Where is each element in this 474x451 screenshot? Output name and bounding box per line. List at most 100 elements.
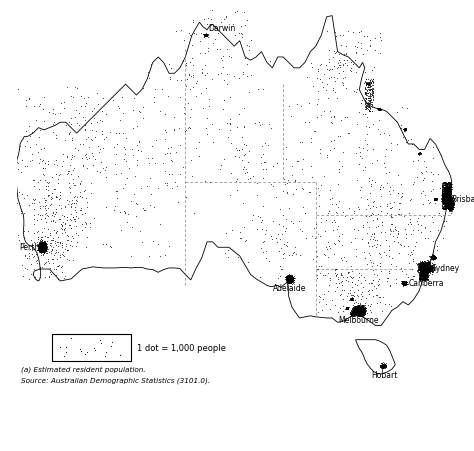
Point [37,243,45,250]
Point [419,265,427,272]
Point [285,276,292,284]
Point [423,275,431,282]
Point [441,195,449,202]
Point [38,244,46,251]
Point [38,241,46,249]
Point [420,262,428,269]
Point [428,253,436,260]
Point [355,309,363,317]
Point [421,269,429,276]
Point [418,262,426,270]
Point [447,199,454,207]
Point [423,263,431,271]
Point [344,305,351,312]
Point [440,197,448,204]
Point [425,260,432,267]
Point [352,306,359,313]
Point [442,195,450,202]
Point [424,263,431,271]
Point [425,262,433,269]
Point [447,200,455,207]
Point [424,262,431,270]
Point [39,247,47,254]
Point [230,73,237,80]
Point [424,266,431,273]
Point [445,193,452,200]
Point [422,273,430,280]
Point [363,80,371,87]
Point [418,264,426,271]
Point [419,270,427,277]
Point [421,265,429,272]
Point [446,201,454,208]
Point [422,262,430,270]
Point [354,309,362,316]
Point [420,262,428,270]
Point [423,267,431,274]
Point [290,276,297,284]
Point [400,282,408,289]
Point [421,263,428,271]
Point [38,245,46,252]
Point [30,200,37,207]
Point [37,242,45,249]
Point [375,106,383,113]
Point [423,264,430,272]
Point [356,305,364,312]
Point [448,197,456,204]
Point [445,196,453,203]
Point [33,216,41,224]
Point [343,58,350,65]
Point [38,243,46,250]
Point [416,149,424,156]
Point [36,244,44,251]
Point [354,308,361,315]
Point [355,305,363,312]
Point [356,308,364,315]
Point [356,308,363,315]
Point [445,200,452,207]
Point [392,263,400,270]
Point [425,262,432,270]
Point [354,308,361,315]
Point [358,308,365,315]
Point [353,306,361,313]
Point [200,32,208,39]
Point [448,202,456,209]
Point [356,305,364,312]
Point [421,266,429,273]
Point [419,269,426,276]
Point [356,306,364,313]
Point [356,307,364,314]
Point [284,275,292,282]
Point [347,295,355,302]
Point [420,267,428,275]
Point [425,267,433,274]
Point [423,263,430,270]
Point [444,195,451,202]
Point [422,264,430,272]
Point [443,196,450,203]
Point [442,192,450,199]
Point [39,243,46,250]
Point [446,205,454,212]
Point [420,266,428,273]
Point [419,264,427,272]
Point [356,308,363,315]
Point [419,260,427,267]
Point [37,242,45,249]
Point [332,301,339,308]
Point [355,307,362,314]
Point [419,266,427,273]
Point [284,276,292,283]
Point [37,244,45,251]
Point [416,264,424,272]
Point [361,304,368,312]
Point [419,270,427,277]
Point [356,308,364,315]
Point [447,201,455,208]
Point [352,309,359,316]
Point [37,245,45,253]
Point [356,308,364,315]
Point [286,272,293,280]
